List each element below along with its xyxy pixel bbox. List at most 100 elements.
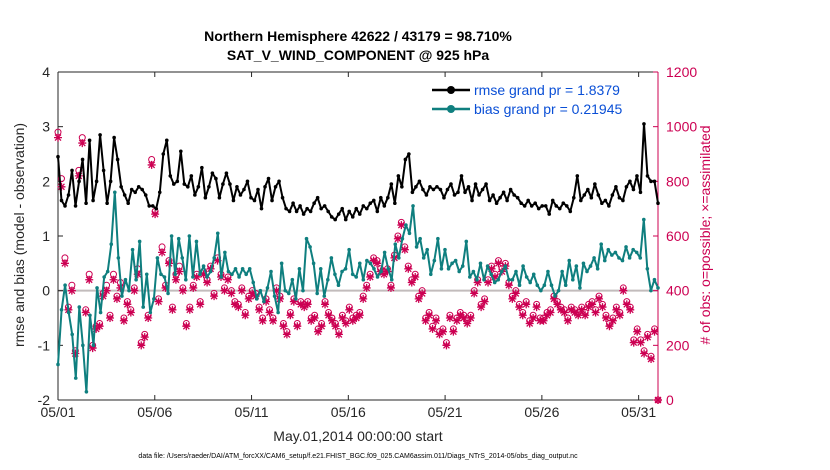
x-tick-label: 05/21 (428, 404, 463, 420)
assimilated-obs-marker (140, 333, 149, 342)
rmse-point (73, 204, 78, 208)
rmse-point (621, 198, 625, 203)
bias-point (258, 288, 263, 293)
rmse-point (136, 185, 141, 189)
rmse-point (291, 201, 295, 205)
rmse-point (129, 187, 134, 192)
assimilated-obs-marker (314, 327, 323, 336)
bias-point (144, 272, 149, 277)
bias-point (418, 236, 422, 241)
bias-point (652, 277, 657, 282)
rmse-point (200, 165, 204, 170)
assimilated-obs-marker (85, 275, 94, 284)
bias-point (428, 272, 433, 277)
bias-point (432, 258, 437, 263)
assimilated-obs-marker (615, 311, 624, 320)
bias-point (251, 280, 256, 285)
rmse-point (431, 187, 436, 192)
bias-point (602, 258, 607, 263)
assimilated-obs-marker (470, 289, 479, 298)
rmse-point (150, 204, 155, 208)
rmse-point (164, 138, 169, 143)
bias-point (162, 275, 167, 279)
rmse-point (463, 190, 467, 195)
rmse-point (252, 198, 257, 203)
rmse-point (340, 206, 345, 211)
rmse-point (312, 201, 316, 205)
rmse-point (508, 187, 513, 192)
rmse-point (105, 201, 109, 205)
series-lines-layer (56, 122, 660, 394)
assimilated-obs-marker (154, 297, 163, 306)
rmse-point (459, 174, 464, 178)
rmse-point (421, 187, 425, 192)
rmse-point (214, 176, 218, 181)
rmse-point (315, 195, 320, 200)
assimilated-obs-marker (449, 327, 458, 336)
rmse-point (161, 152, 166, 156)
assimilated-obs-marker (345, 305, 354, 314)
bias-point (563, 283, 568, 288)
assimilated-obs-marker (109, 275, 118, 284)
assimilated-obs-marker (272, 286, 281, 295)
rmse-point (217, 195, 222, 200)
assimilated-obs-marker (608, 316, 617, 325)
assimilated-obs-marker (74, 171, 83, 180)
rmse-point (112, 135, 116, 140)
assimilated-obs-marker (331, 322, 340, 331)
rmse-point (298, 204, 302, 208)
bias-point (499, 269, 504, 274)
rmse-point (442, 195, 446, 200)
rmse-point (305, 206, 309, 211)
assimilated-obs-marker (567, 305, 576, 314)
bias-point (354, 275, 359, 279)
assimilated-obs-marker (182, 322, 191, 331)
rmse-point (649, 179, 653, 184)
assimilated-obs-marker (92, 324, 101, 333)
rmse-point (186, 185, 190, 189)
assimilated-obs-marker (438, 327, 447, 336)
bias-point (528, 280, 532, 285)
bias-point (102, 275, 106, 279)
bias-point (340, 269, 344, 274)
assimilated-obs-marker (556, 305, 565, 314)
rmse-point (635, 174, 639, 178)
rmse-point (115, 157, 120, 162)
x-tick-label: 05/31 (621, 404, 656, 420)
rmse-point (638, 190, 643, 195)
rmse-point (63, 204, 67, 208)
assimilated-obs-marker (355, 311, 364, 320)
bias-point (535, 283, 540, 288)
rmse-point (540, 204, 545, 208)
bias-point (475, 277, 479, 282)
rmse-point (329, 215, 334, 219)
bias-point (180, 256, 185, 260)
rmse-point (543, 204, 548, 208)
rmse-point (249, 195, 253, 200)
assimilated-obs-marker (373, 259, 382, 268)
bias-point (421, 256, 426, 260)
bias-point (120, 294, 124, 298)
rmse-point (171, 182, 176, 186)
rmse-point (522, 204, 527, 208)
assimilated-obs-marker (532, 303, 541, 312)
bias-point (581, 261, 586, 266)
rmse-point (557, 206, 562, 211)
legend: rmse grand pr = 1.8379 bias grand pr = 0.… (432, 82, 622, 117)
assimilated-obs-marker (244, 294, 253, 303)
bias-point (343, 267, 348, 271)
rmse-point (452, 193, 457, 197)
bias-point (187, 234, 192, 238)
rmse-point (357, 212, 362, 216)
rmse-point (484, 182, 488, 186)
rmse-point (263, 185, 267, 189)
rmse-point (456, 190, 460, 195)
bias-point (223, 250, 227, 255)
rmse-point (368, 201, 373, 205)
bias-point (521, 264, 525, 268)
assimilated-obs-marker (112, 294, 121, 303)
bias-point (77, 305, 82, 309)
assimilated-obs-marker (123, 300, 132, 309)
bias-point (599, 242, 603, 246)
bias-point (123, 277, 128, 282)
